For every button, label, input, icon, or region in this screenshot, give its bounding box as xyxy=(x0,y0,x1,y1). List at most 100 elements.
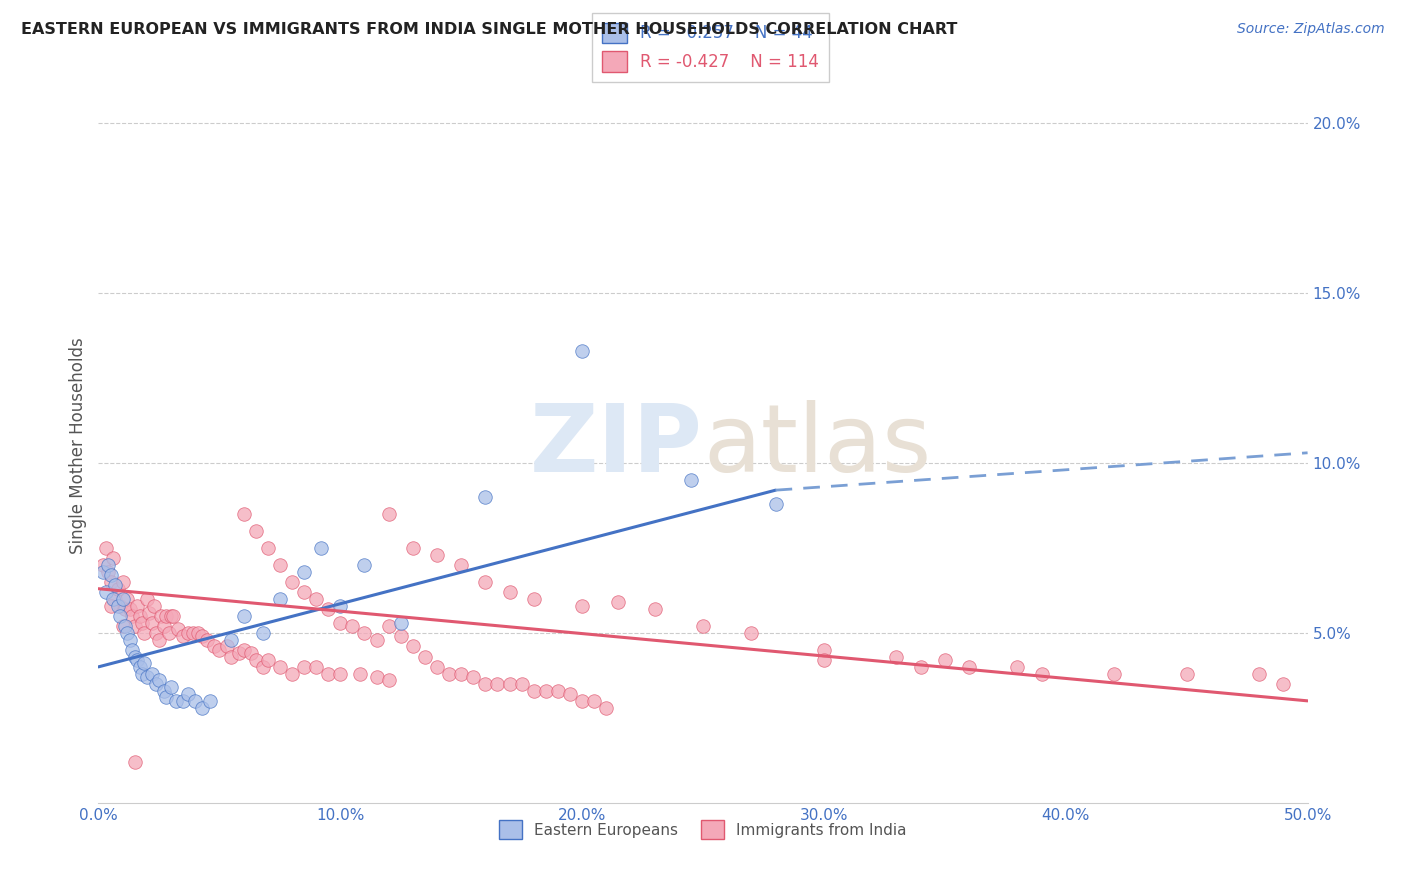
Point xyxy=(239,646,262,660)
Y-axis label: Single Mother Households: Single Mother Households xyxy=(69,338,87,554)
Point xyxy=(94,541,117,555)
Point xyxy=(108,599,131,613)
Point xyxy=(124,619,146,633)
Point xyxy=(547,683,569,698)
Point xyxy=(256,653,278,667)
Point xyxy=(329,599,352,613)
Point xyxy=(474,677,496,691)
Point xyxy=(198,694,221,708)
Point xyxy=(221,649,243,664)
Point xyxy=(292,660,315,674)
Point xyxy=(957,660,980,674)
Point xyxy=(426,660,449,674)
Point xyxy=(97,558,120,572)
Point xyxy=(101,551,124,566)
Point xyxy=(191,700,214,714)
Point xyxy=(187,626,209,640)
Point xyxy=(138,606,160,620)
Point xyxy=(740,626,762,640)
Point xyxy=(437,666,460,681)
Text: ZIP: ZIP xyxy=(530,400,703,492)
Point xyxy=(228,646,250,660)
Point xyxy=(813,643,835,657)
Point xyxy=(316,666,339,681)
Point xyxy=(934,653,956,667)
Point xyxy=(305,660,328,674)
Point xyxy=(141,615,163,630)
Point xyxy=(474,574,496,589)
Point xyxy=(329,666,352,681)
Point xyxy=(191,629,214,643)
Point xyxy=(118,602,141,616)
Point xyxy=(111,574,134,589)
Point xyxy=(177,626,200,640)
Point xyxy=(1249,666,1271,681)
Text: EASTERN EUROPEAN VS IMMIGRANTS FROM INDIA SINGLE MOTHER HOUSEHOLDS CORRELATION C: EASTERN EUROPEAN VS IMMIGRANTS FROM INDI… xyxy=(21,22,957,37)
Point xyxy=(232,643,254,657)
Text: Source: ZipAtlas.com: Source: ZipAtlas.com xyxy=(1237,22,1385,37)
Point xyxy=(534,683,557,698)
Point xyxy=(498,677,520,691)
Point xyxy=(148,673,170,688)
Point xyxy=(389,615,412,630)
Point xyxy=(100,599,122,613)
Point xyxy=(204,640,226,654)
Point xyxy=(124,649,146,664)
Point xyxy=(353,558,375,572)
Point xyxy=(245,524,267,538)
Point xyxy=(165,694,187,708)
Point xyxy=(152,619,174,633)
Point xyxy=(167,623,190,637)
Point xyxy=(148,632,170,647)
Legend: Eastern Europeans, Immigrants from India: Eastern Europeans, Immigrants from India xyxy=(494,814,912,845)
Text: atlas: atlas xyxy=(703,400,931,492)
Point xyxy=(91,565,114,579)
Point xyxy=(292,585,315,599)
Point xyxy=(523,591,546,606)
Point xyxy=(121,643,143,657)
Point xyxy=(1102,666,1125,681)
Point xyxy=(111,619,134,633)
Point xyxy=(114,619,136,633)
Point xyxy=(127,653,149,667)
Point xyxy=(349,666,371,681)
Point xyxy=(269,558,291,572)
Point xyxy=(118,632,141,647)
Point xyxy=(141,666,163,681)
Point xyxy=(886,649,908,664)
Point xyxy=(145,677,167,691)
Point xyxy=(107,599,129,613)
Point xyxy=(195,632,218,647)
Point xyxy=(510,677,533,691)
Point xyxy=(215,640,238,654)
Point xyxy=(595,700,617,714)
Point xyxy=(366,632,388,647)
Point xyxy=(679,473,702,487)
Point xyxy=(100,574,122,589)
Point xyxy=(181,626,204,640)
Point xyxy=(127,599,149,613)
Point xyxy=(366,670,388,684)
Point xyxy=(1031,666,1053,681)
Point xyxy=(160,608,183,623)
Point xyxy=(305,591,328,606)
Point xyxy=(114,602,136,616)
Point xyxy=(450,558,472,572)
Point xyxy=(172,629,194,643)
Point xyxy=(486,677,509,691)
Point xyxy=(1007,660,1029,674)
Point xyxy=(342,619,364,633)
Point xyxy=(91,558,114,572)
Point xyxy=(450,666,472,681)
Point xyxy=(571,694,593,708)
Point xyxy=(104,578,127,592)
Point xyxy=(184,694,207,708)
Point xyxy=(607,595,630,609)
Point xyxy=(389,629,412,643)
Point xyxy=(474,490,496,504)
Point xyxy=(692,619,714,633)
Point xyxy=(108,608,131,623)
Point xyxy=(571,343,593,358)
Point xyxy=(97,565,120,579)
Point xyxy=(269,660,291,674)
